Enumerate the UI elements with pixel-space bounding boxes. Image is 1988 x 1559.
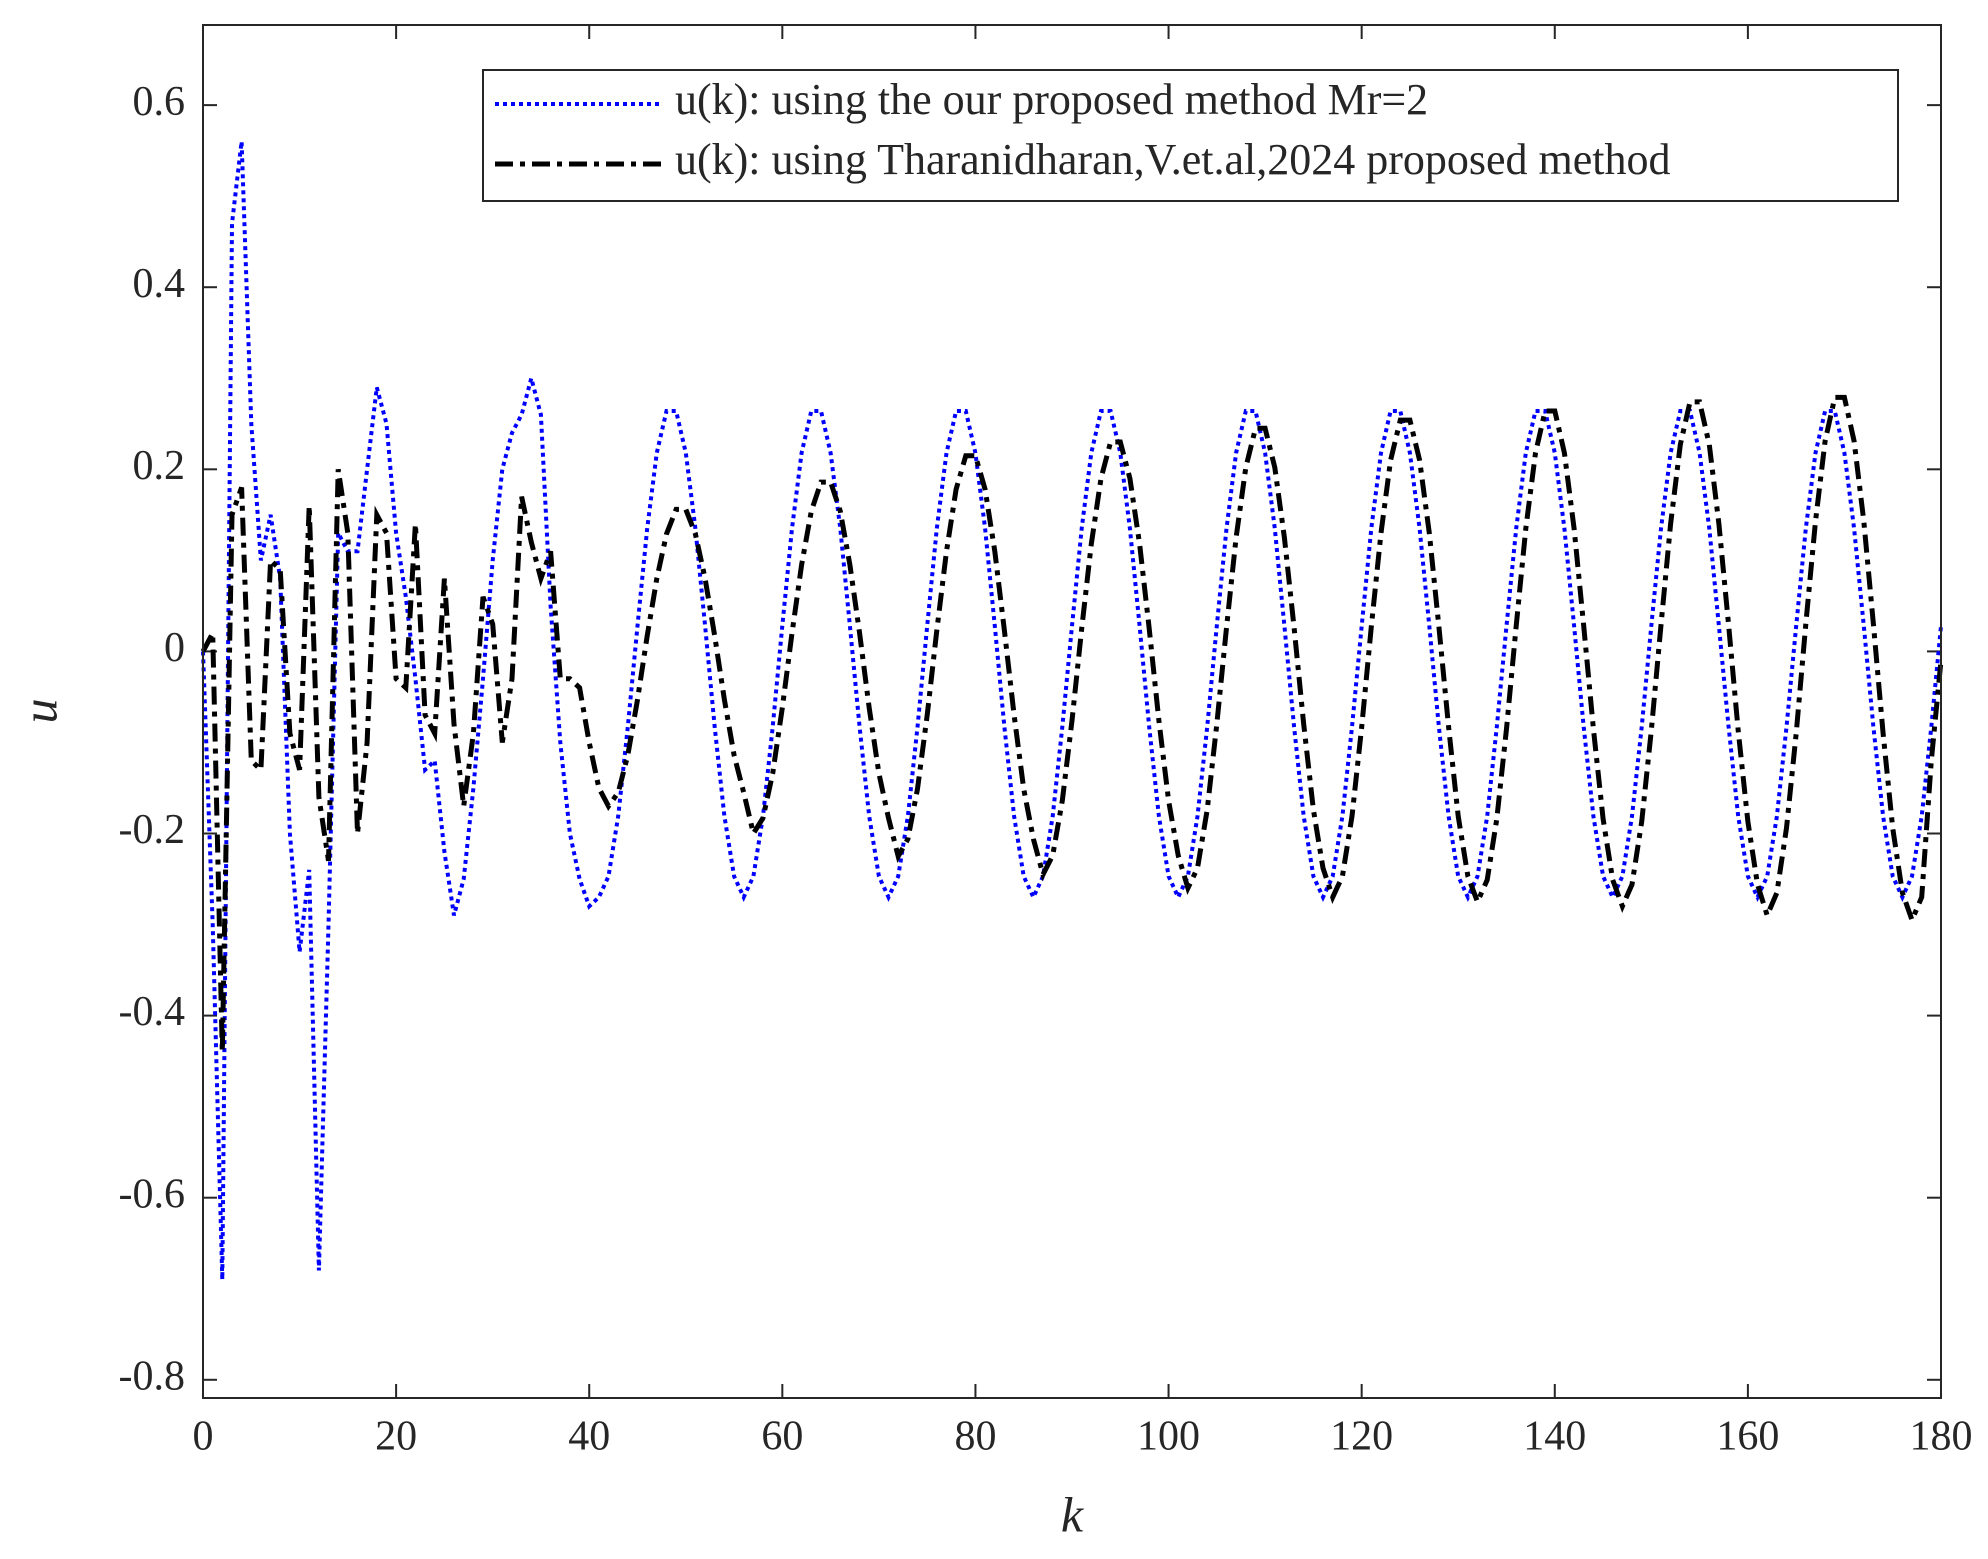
y-tick-label: -0.8: [119, 1353, 186, 1399]
x-tick-label: 0: [193, 1414, 214, 1460]
y-tick-label: 0.2: [133, 443, 186, 489]
x-tick-label: 80: [954, 1414, 996, 1460]
x-tick-label: 40: [568, 1414, 610, 1460]
x-tick-label: 120: [1330, 1414, 1393, 1460]
y-tick-label: -0.2: [119, 807, 186, 853]
legend-label: u(k): using Tharanidharan,V.et.al,2024 p…: [675, 135, 1671, 184]
x-tick-label: 60: [761, 1414, 803, 1460]
data-line: [200, 394, 1944, 1053]
x-tick-label: 160: [1716, 1414, 1779, 1460]
x-tick-label: 140: [1523, 1414, 1586, 1460]
axes-box: [202, 24, 1942, 1399]
y-tick-label: -0.6: [119, 1171, 186, 1217]
x-tick-label: 180: [1910, 1414, 1973, 1460]
y-axis-label: u: [11, 699, 67, 724]
data-line: [201, 141, 1943, 1280]
legend-label: u(k): using the our proposed method Mr=2: [675, 75, 1428, 124]
y-tick-label: -0.4: [119, 989, 186, 1035]
x-tick-label: 20: [375, 1414, 417, 1460]
y-tick-label: 0.4: [133, 261, 186, 307]
legend-box: [482, 69, 1899, 202]
x-tick-label: 100: [1137, 1414, 1200, 1460]
x-axis-label: k: [1061, 1486, 1084, 1542]
y-tick-label: 0.6: [133, 79, 186, 125]
y-tick-label: 0: [164, 625, 185, 671]
plot-area: [203, 25, 1941, 1398]
